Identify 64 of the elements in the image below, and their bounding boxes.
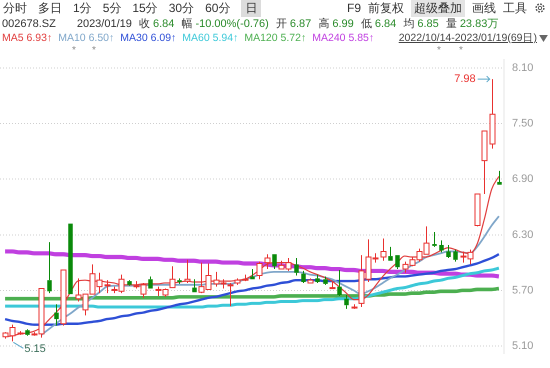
text: 高 6.99 [318,18,354,30]
candlestick [446,244,451,258]
text: 超级叠加 [411,0,465,16]
candlestick [301,270,306,284]
candlestick [432,231,437,248]
candlestick [192,278,197,292]
text: 15分 [132,0,158,16]
text: 量 23.83万 [446,18,498,30]
text: 工具 [503,0,527,16]
line-series [4,266,500,309]
y-tick-label: 7.50 [512,118,534,130]
y-tick-label: 5.70 [512,284,534,296]
candlestick [323,276,328,286]
text: 2022/10/14-2023/01/19(69日) [398,31,537,45]
y-tick-label: 5.10 [512,340,534,352]
text: 开 6.87 [276,18,312,30]
candlestick [388,246,393,261]
y-tick-label: 6.30 [512,228,534,241]
text: MA5 6.93↑ [2,32,52,44]
candlestick [497,170,502,185]
text: 002678.SZ [2,18,56,30]
y-tick-label: 6.90 [512,173,534,186]
text: F9 [346,1,361,15]
text: MA120 5.72↑ [244,32,306,44]
candlestick [148,276,153,289]
candlestick [337,269,342,296]
candlestick [453,249,458,262]
candlestick [439,240,444,253]
y-tick-label: 8.10 [512,62,534,74]
text: 60分 [205,0,230,16]
annotation: 5.15 [24,342,46,355]
text: 收 6.84 [138,18,174,30]
text: * [459,45,463,56]
text: MA10 6.50↑ [58,32,114,44]
text: 分时 [3,0,27,16]
candlestick [344,294,349,310]
text: * [437,45,441,56]
text: 画线 [472,0,496,16]
text: 幅 -10.00%(-0.76) [181,18,269,30]
text: 均 6.85 [403,18,439,30]
annotation: 7.98 [454,73,476,86]
text: 30分 [168,0,194,16]
candlestick [315,274,320,284]
text: * [72,45,76,56]
candlestick [47,242,52,294]
line-series [4,253,500,326]
candlestick [177,278,182,284]
candlestick [54,304,59,326]
text: 多日 [38,0,62,16]
text: * [92,45,96,56]
candlestick [250,268,255,280]
text: 2023/01/19 [76,18,132,30]
text: MA30 6.09↑ [120,32,176,44]
text: 5分 [102,0,122,16]
text: 日 [241,0,262,16]
line-series [40,215,500,336]
text: 1分 [73,0,92,16]
text: 低 6.84 [360,18,396,30]
text: MA60 5.94↑ [182,32,238,44]
text: MA240 5.85↑ [312,32,374,44]
candlestick [395,255,400,270]
text: 前复权 [368,0,404,16]
candlestick [294,257,299,276]
candlestick [272,254,277,270]
